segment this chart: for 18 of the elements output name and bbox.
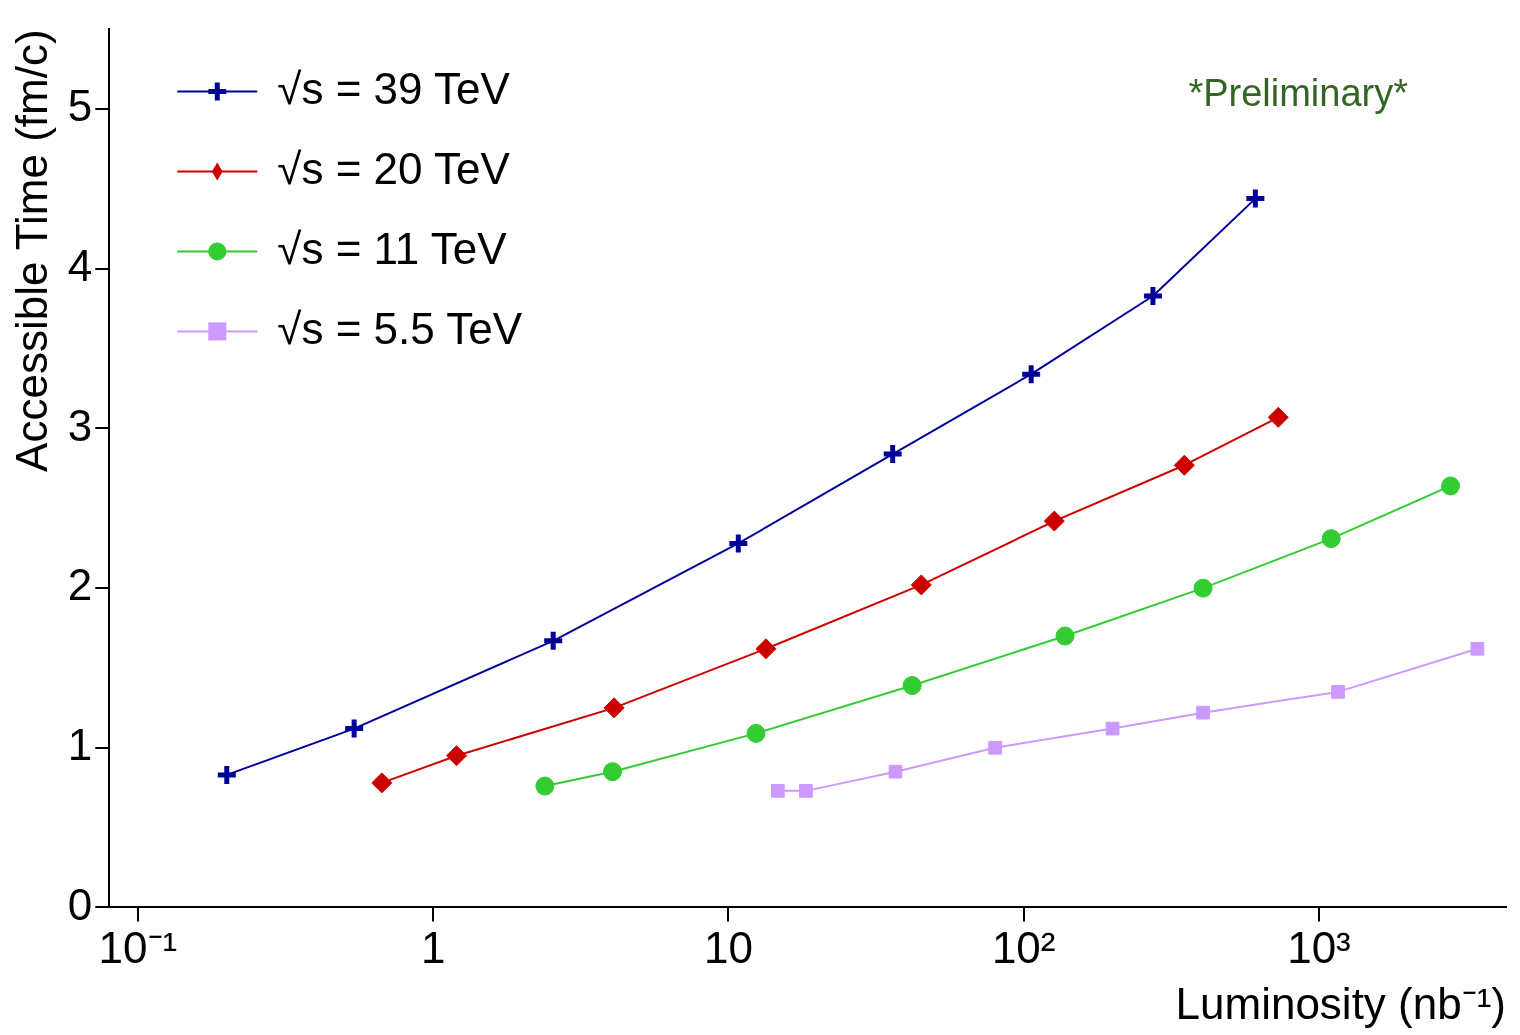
legend-label: √s = 39 TeV xyxy=(277,63,511,113)
y-tick-label: 3 xyxy=(67,400,93,450)
y-tick-label: 1 xyxy=(67,719,93,769)
legend-label: √s = 11 TeV xyxy=(277,223,508,273)
legend-label: √s = 20 TeV xyxy=(277,143,511,193)
y-tick-label: 4 xyxy=(67,241,93,290)
x-tick-label: 10⁻¹ xyxy=(98,922,178,972)
x-axis-title: Luminosity (nb⁻¹) xyxy=(1175,978,1506,1028)
x-tick-label: 10² xyxy=(991,922,1056,972)
y-axis-title: Accessible Time (fm/c) xyxy=(6,29,56,472)
x-tick-label: 10³ xyxy=(1287,922,1351,972)
x-tick-label: 1 xyxy=(420,922,446,972)
annotation: *Preliminary* xyxy=(1188,71,1409,114)
y-tick-label: 0 xyxy=(67,879,93,929)
x-tick-label: 10 xyxy=(703,922,753,972)
legend-label: √s = 5.5 TeV xyxy=(277,303,523,353)
y-tick-label: 2 xyxy=(67,560,93,610)
y-tick-label: 5 xyxy=(67,81,93,131)
